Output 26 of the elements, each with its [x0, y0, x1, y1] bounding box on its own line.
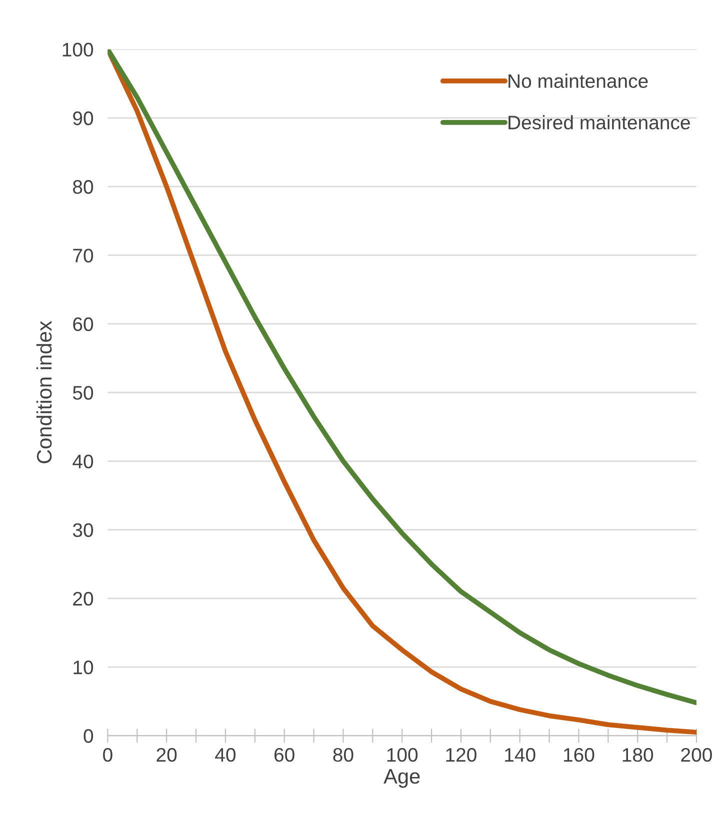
x-tick-label: 200 — [681, 748, 712, 762]
y-tick-label: 20 — [73, 592, 94, 606]
y-tick-label: 40 — [72, 454, 94, 468]
x-axis-title: Age — [384, 769, 420, 788]
y-tick-label: 30 — [72, 523, 94, 538]
y-tick-label: 10 — [74, 660, 94, 674]
y-tick-label: 60 — [73, 317, 94, 332]
x-tick-label: 100 — [387, 748, 418, 762]
x-tick-label: 140 — [505, 748, 536, 762]
y-axis-title: Condition index — [36, 320, 52, 464]
x-tick-label: 160 — [564, 748, 594, 762]
y-tick-label: 70 — [73, 248, 94, 262]
x-tick-label: 80 — [333, 748, 354, 762]
x-tick-label: 20 — [156, 748, 177, 762]
y-tick-label: 50 — [72, 386, 94, 400]
x-tick-label: 120 — [446, 748, 476, 762]
y-tick-label: 100 — [62, 42, 94, 57]
legend-label: Desired maintenance — [508, 115, 690, 130]
y-tick-label: 0 — [84, 729, 94, 743]
x-tick-label: 40 — [215, 748, 236, 762]
x-tick-label: 180 — [622, 748, 654, 762]
x-tick-label: 60 — [274, 748, 294, 762]
legend-label: No maintenance — [508, 74, 648, 88]
y-tick-label: 90 — [73, 111, 94, 126]
x-tick-label: 0 — [103, 748, 112, 762]
y-tick-label: 80 — [73, 180, 94, 194]
